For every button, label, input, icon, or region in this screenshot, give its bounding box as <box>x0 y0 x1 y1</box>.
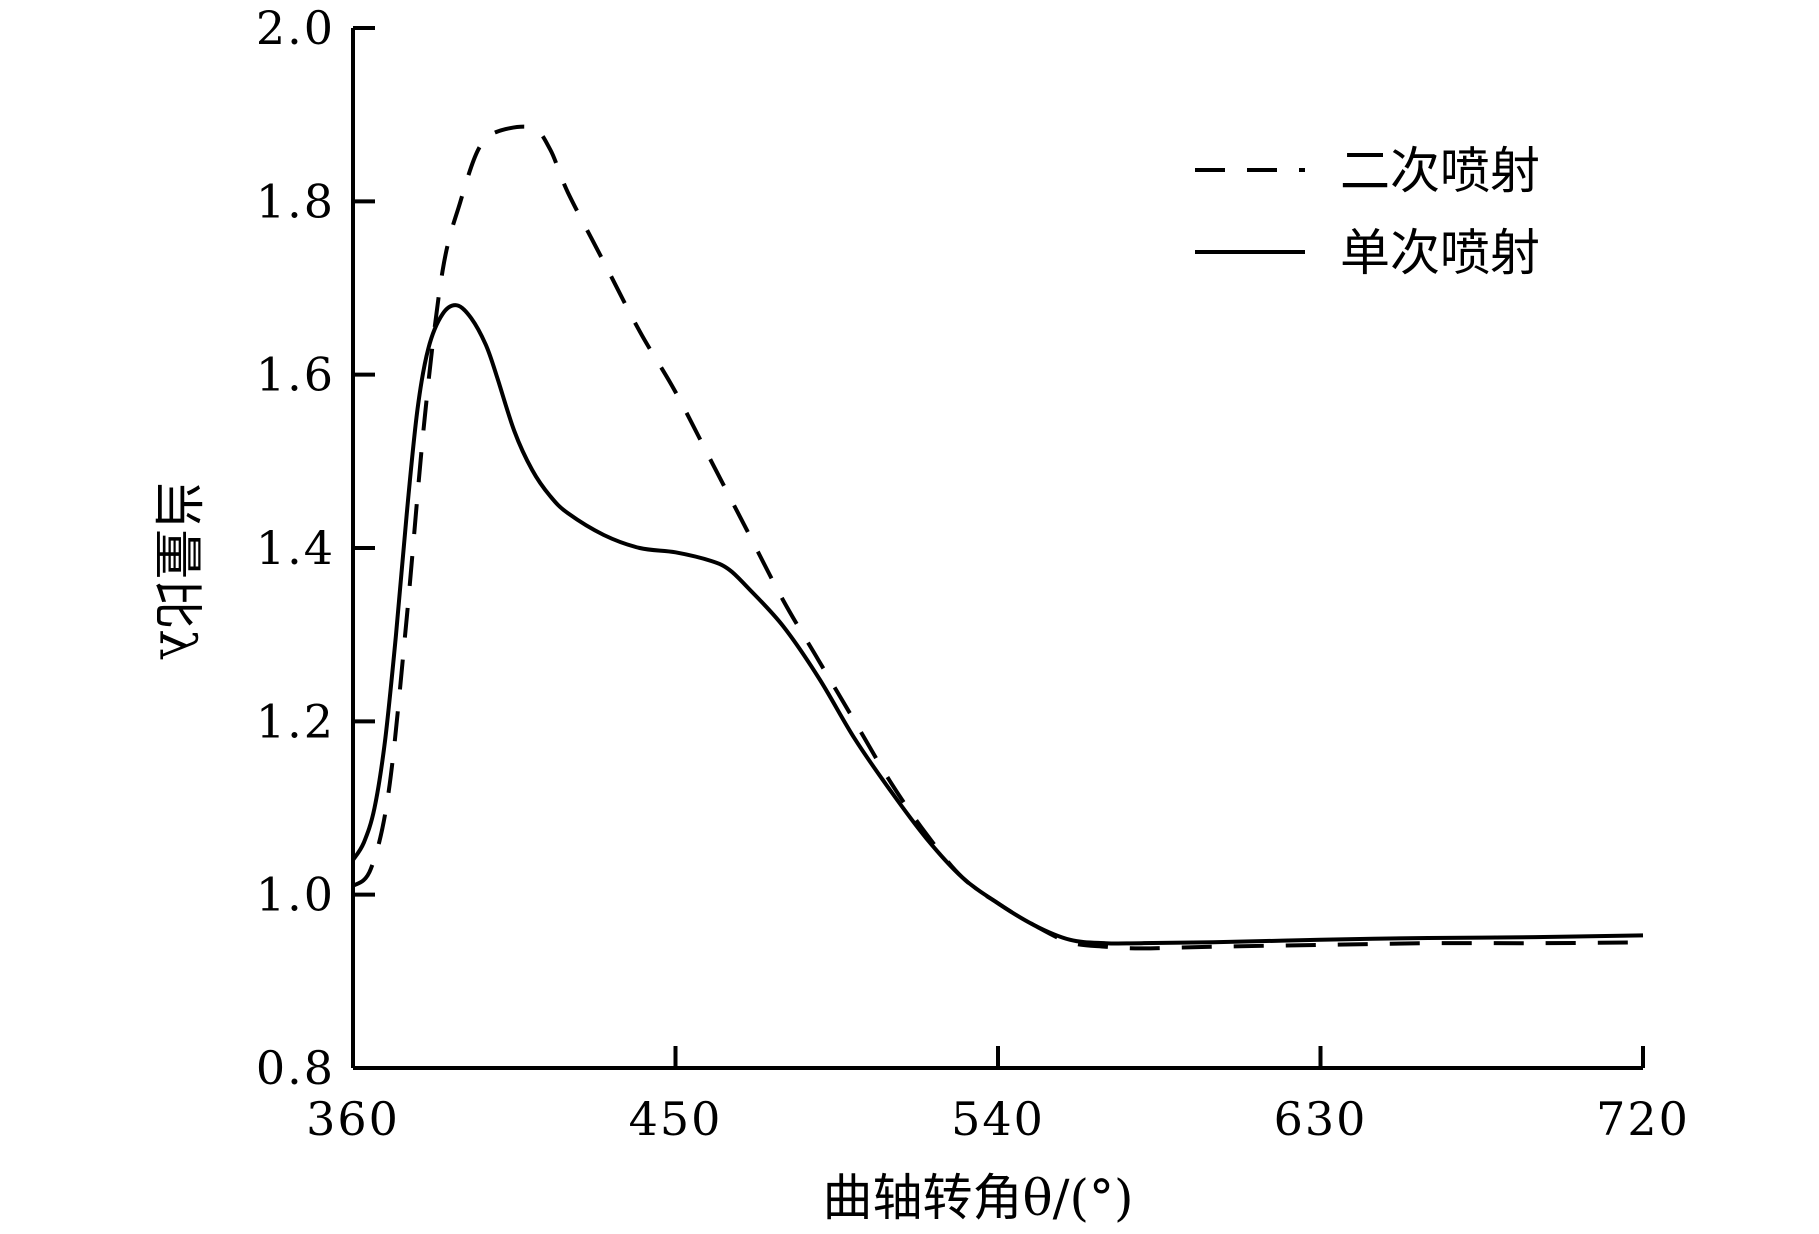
y-tick-label: 1.8 <box>256 174 335 228</box>
x-tick-label: 450 <box>629 1092 723 1146</box>
legend-label-secondary-injection: 二次喷射 <box>1340 142 1540 200</box>
legend-label-single-injection: 单次喷射 <box>1340 224 1540 282</box>
series-line-secondary-injection <box>351 124 1644 951</box>
y-tick-label: 1.2 <box>256 694 335 748</box>
legend: 二次喷射 单次喷射 <box>1195 142 1540 282</box>
x-tick-label: 630 <box>1274 1092 1368 1146</box>
y-tick-label: 1.6 <box>256 348 335 402</box>
y-tick-label: 2.0 <box>256 1 335 55</box>
x-tick-label: 360 <box>306 1092 400 1146</box>
x-tick-label: 720 <box>1596 1092 1690 1146</box>
series-line-single-injection <box>351 303 1644 946</box>
plot-area: 0.8 1.0 1.2 1.4 1.6 1.8 2.0 360 450 540 630 720 <box>256 1 1690 1146</box>
y-axis-title: 当量比λ <box>148 479 206 661</box>
x-axis-title: 曲轴转角θ/(°) <box>823 1169 1134 1227</box>
y-tick-label: 1.0 <box>256 868 335 922</box>
x-tick-label: 540 <box>951 1092 1045 1146</box>
y-tick-label: 0.8 <box>256 1041 335 1095</box>
y-tick-label: 1.4 <box>256 521 335 575</box>
